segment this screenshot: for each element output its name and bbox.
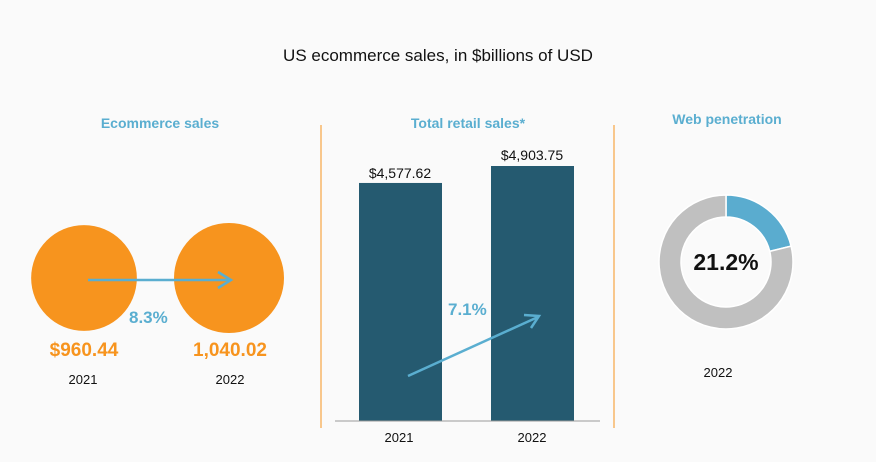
donut-slice-1 — [658, 194, 794, 330]
bar-2021 — [359, 182, 442, 421]
bar-2022 — [491, 166, 574, 421]
donut-center-label: 21.2% — [693, 249, 759, 275]
bubble-2021 — [31, 225, 137, 331]
bar-tick-2022: 2022 — [517, 430, 547, 445]
retail-title: Total retail sales* — [410, 115, 526, 131]
ecommerce-value-2022: 1,040.02 — [193, 340, 267, 361]
ecommerce-value-2021: $960.44 — [49, 340, 119, 361]
ecommerce-year-2021: 2021 — [68, 372, 98, 387]
donut-year: 2022 — [703, 365, 733, 380]
arrow-head — [217, 270, 234, 290]
bar-label-2021: $4,577.62 — [368, 165, 432, 181]
arrow-head — [523, 313, 542, 329]
bar-label-2022: $4,903.75 — [500, 147, 564, 163]
bar-tick-2021: 2021 — [384, 430, 414, 445]
chart-title: US ecommerce sales, in $billions of USD — [283, 46, 593, 65]
penetration-title: Web penetration — [672, 111, 782, 127]
donut-slice-0 — [725, 194, 793, 253]
ecommerce-growth: 8.3% — [129, 308, 168, 327]
ecommerce-year-2022: 2022 — [215, 372, 245, 387]
growth-arrow — [407, 315, 539, 378]
retail-growth: 7.1% — [448, 300, 487, 319]
ecommerce-title: Ecommerce sales — [100, 115, 220, 131]
